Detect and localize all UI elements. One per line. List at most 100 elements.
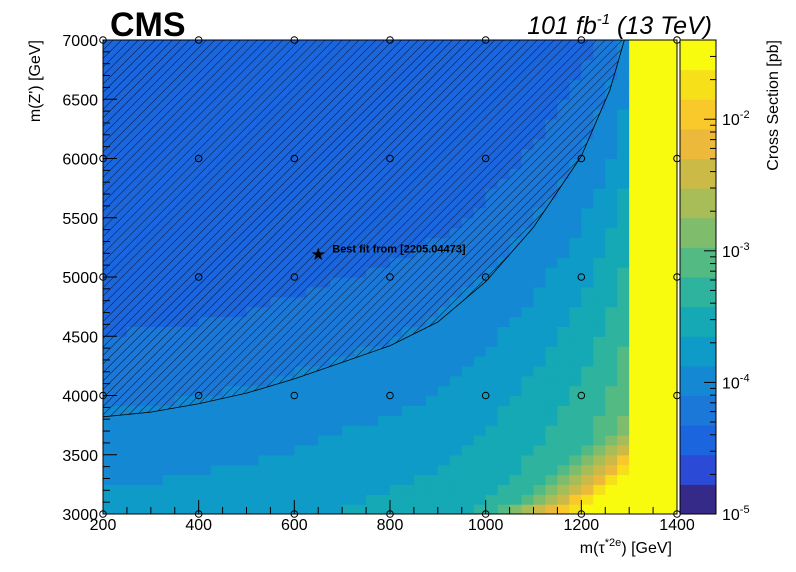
- heatmap-cell: [653, 484, 666, 495]
- heatmap-cell: [294, 435, 307, 446]
- heatmap-cell: [485, 326, 499, 337]
- heatmap-cell: [641, 138, 654, 150]
- heatmap-cell: [665, 158, 677, 169]
- heatmap-cell: [198, 405, 212, 416]
- heatmap-cell: [401, 365, 415, 377]
- heatmap-cell: [497, 306, 511, 318]
- heatmap-cell: [605, 425, 618, 436]
- heatmap-cell: [533, 306, 547, 318]
- heatmap-cell: [461, 346, 475, 357]
- heatmap-cell: [306, 395, 319, 406]
- heatmap-cell: [593, 425, 606, 436]
- heatmap-cell: [461, 395, 475, 406]
- heatmap-cell: [306, 474, 319, 485]
- grid-point: [194, 273, 203, 281]
- heatmap-cell: [581, 356, 594, 367]
- heatmap-cell: [629, 198, 642, 209]
- heatmap-cell: [413, 365, 427, 377]
- heatmap-cell: [282, 385, 295, 397]
- heatmap-cell: [629, 40, 642, 51]
- heatmap-cell: [138, 454, 152, 466]
- heatmap-cell: [617, 119, 630, 130]
- heatmap-cell: [509, 454, 523, 466]
- heatmap-cell: [545, 444, 559, 456]
- heatmap-cell: [378, 405, 391, 416]
- heatmap-cell: [653, 79, 666, 90]
- heatmap-cell: [605, 247, 618, 258]
- heatmap-cell: [641, 484, 654, 495]
- heatmap-cell: [581, 306, 594, 318]
- heatmap-cell: [413, 405, 427, 416]
- heatmap-cell: [437, 504, 451, 514]
- heatmap-cell: [282, 415, 295, 426]
- heatmap-cell: [545, 395, 559, 406]
- heatmap-cell: [150, 464, 164, 476]
- heatmap-cell: [521, 454, 535, 466]
- heatmap-cell: [593, 119, 606, 130]
- x-axis-label-tail: ) [GeV]: [621, 540, 672, 557]
- x-axis-label-sup: *2e: [605, 537, 622, 549]
- grid-point: [481, 391, 490, 400]
- heatmap-cell: [461, 425, 475, 436]
- heatmap-cell: [653, 198, 666, 209]
- heatmap-cell: [485, 474, 499, 485]
- heatmap-cell: [593, 277, 606, 288]
- heatmap-cell: [449, 504, 463, 514]
- heatmap-cell: [342, 425, 355, 436]
- heatmap-cell: [665, 375, 677, 387]
- heatmap-cell: [665, 484, 677, 495]
- heatmap-cell: [354, 425, 367, 436]
- heatmap-cell: [126, 484, 140, 495]
- heatmap-cell: [354, 385, 367, 397]
- heatmap-cell: [485, 494, 499, 505]
- heatmap-cell: [174, 405, 188, 416]
- heatmap-cell: [449, 435, 463, 446]
- heatmap-cell: [533, 494, 547, 505]
- heatmap-cell: [174, 484, 188, 495]
- heatmap-cell: [533, 454, 547, 466]
- heatmap-cell: [318, 504, 331, 514]
- heatmap-cell: [437, 444, 451, 456]
- heatmap-cell: [473, 415, 487, 426]
- heatmap-cell: [617, 49, 630, 61]
- heatmap-cell: [533, 336, 547, 347]
- heatmap-cell: [425, 365, 439, 377]
- heatmap-cell: [629, 207, 642, 219]
- heatmap-cell: [162, 425, 176, 436]
- color-scale-segment: [680, 277, 716, 308]
- heatmap-cell: [557, 346, 570, 357]
- heatmap-cell: [557, 326, 570, 337]
- heatmap-cell: [557, 365, 570, 377]
- heatmap-cell: [557, 444, 570, 456]
- heatmap-cell: [497, 316, 511, 327]
- heatmap-cell: [665, 454, 677, 466]
- heatmap-cell: [114, 435, 128, 446]
- heatmap-cell: [354, 365, 367, 377]
- heatmap-cell: [545, 494, 559, 505]
- heatmap-cell: [485, 346, 499, 357]
- z-tick-label: 10-5: [722, 504, 750, 524]
- heatmap-cell: [282, 464, 295, 476]
- heatmap-cell: [581, 375, 594, 387]
- heatmap-cell: [222, 415, 236, 426]
- heatmap-cell: [150, 504, 164, 514]
- heatmap-cell: [473, 435, 487, 446]
- heatmap-cell: [114, 474, 128, 485]
- heatmap-cell: [581, 227, 594, 239]
- heatmap-cell: [258, 444, 272, 456]
- heatmap-cell: [461, 326, 475, 337]
- heatmap-cell: [306, 454, 319, 466]
- heatmap-cell: [413, 444, 427, 456]
- heatmap-cell: [258, 484, 272, 495]
- heatmap-cell: [605, 89, 618, 100]
- heatmap-cell: [234, 395, 248, 406]
- heatmap-cell: [114, 494, 128, 505]
- heatmap-cell: [545, 375, 559, 387]
- heatmap-cell: [653, 138, 666, 150]
- heatmap-cell: [497, 365, 511, 377]
- heatmap-cell: [509, 277, 523, 288]
- heatmap-cell: [509, 365, 523, 377]
- heatmap-cell: [497, 267, 511, 278]
- color-scale-segment: [680, 484, 716, 515]
